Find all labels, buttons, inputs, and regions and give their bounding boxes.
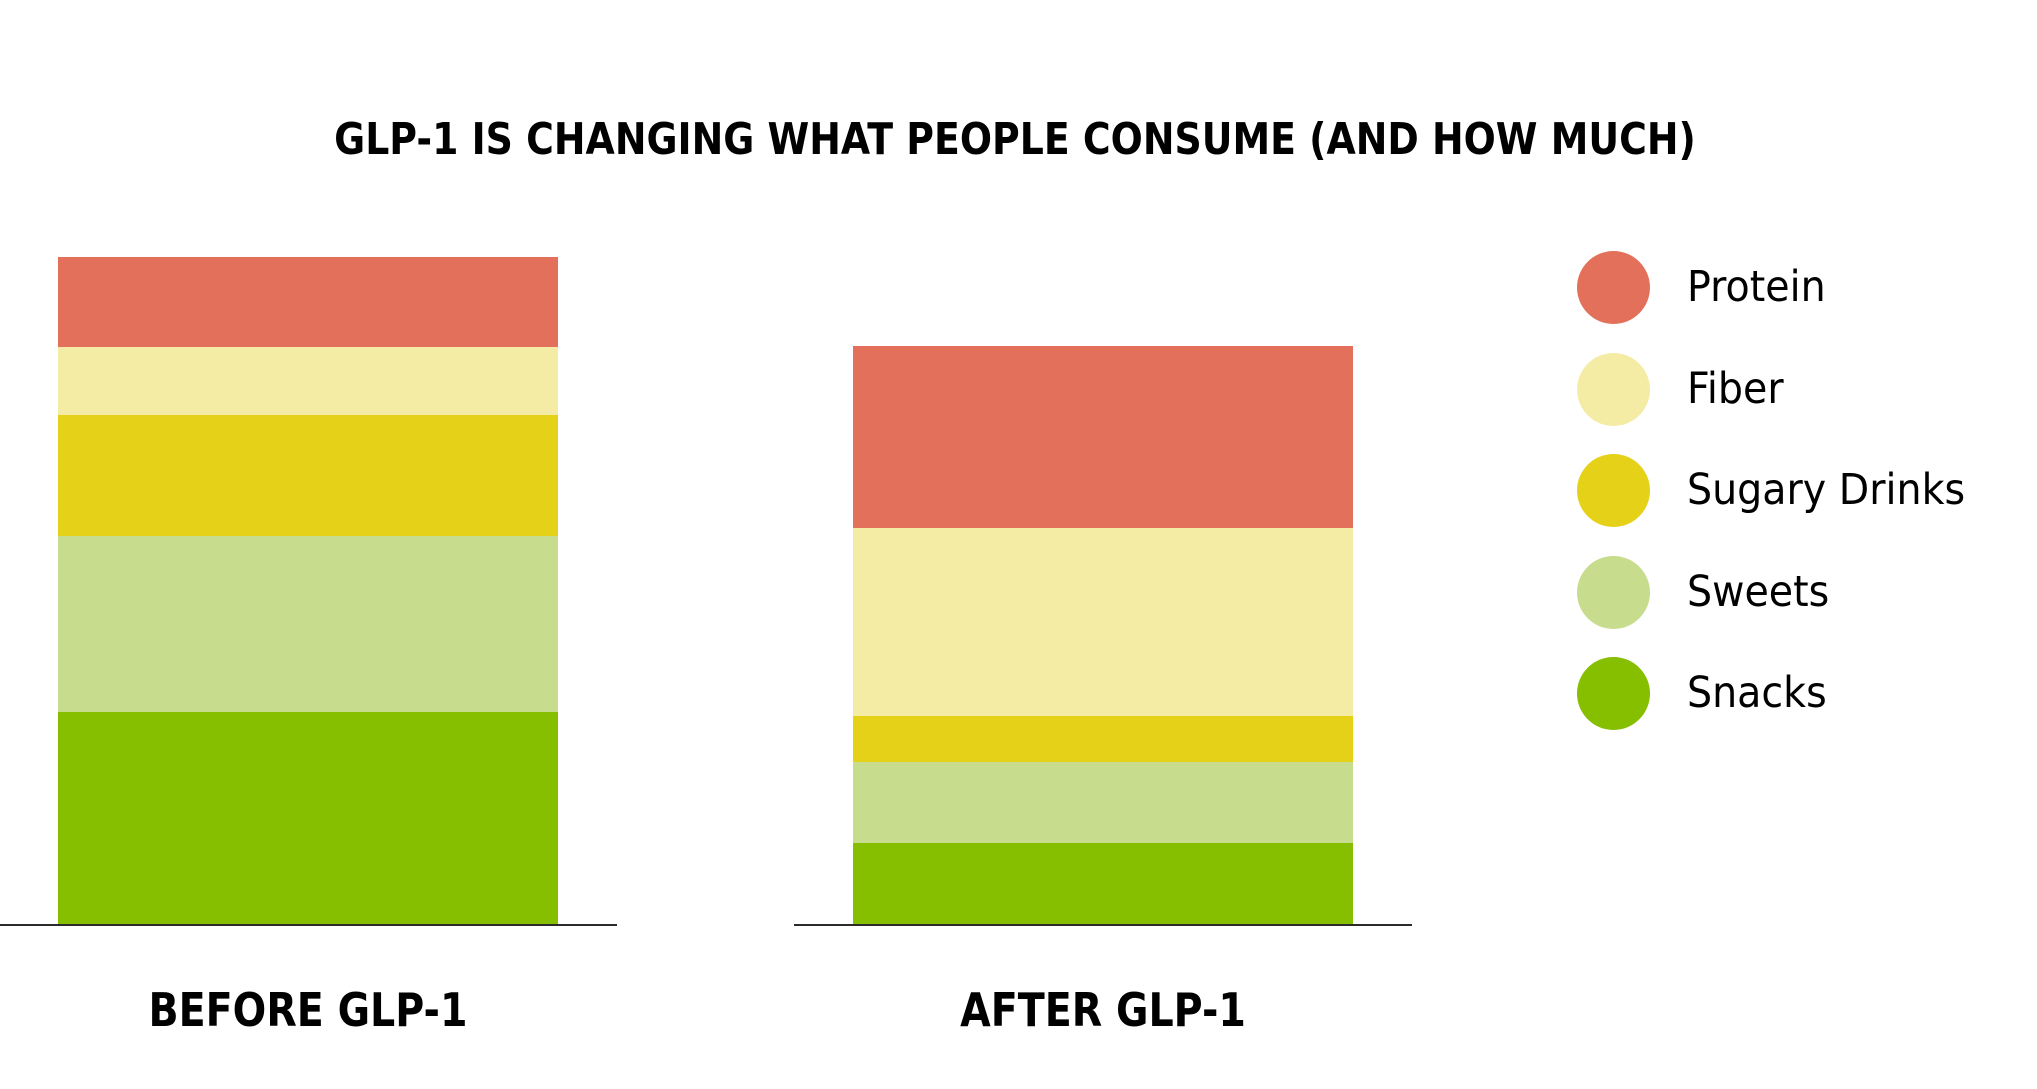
legend-label-sugary-drinks: Sugary Drinks (1687, 465, 1966, 515)
segment-protein-before (58, 257, 558, 347)
legend-swatch-fiber-icon (1577, 352, 1650, 426)
legend-swatch-snacks-icon (1577, 657, 1650, 730)
segment-sugary-drinks-after (853, 716, 1353, 762)
bar-after-glp1 (853, 346, 1353, 925)
legend-swatch-sweets-icon (1577, 555, 1650, 629)
baseline-before (0, 924, 617, 926)
legend-item-sweets: Sweets (1577, 555, 1989, 629)
legend-label-protein: Protein (1687, 262, 1826, 312)
legend-swatch-sugary-drinks-icon (1577, 454, 1650, 527)
legend-item-protein: Protein (1577, 251, 1989, 324)
legend-label-sweets: Sweets (1687, 566, 1830, 617)
segment-fiber-before (58, 347, 558, 415)
segment-protein-after (853, 346, 1353, 528)
legend-label-fiber: Fiber (1687, 363, 1784, 414)
segment-snacks-before (58, 712, 558, 925)
segment-sweets-before (58, 536, 558, 712)
segment-snacks-after (853, 843, 1353, 925)
legend-label-snacks: Snacks (1687, 668, 1827, 718)
category-label-after: AFTER GLP-1 (960, 983, 1246, 1037)
legend-swatch-protein-icon (1577, 251, 1650, 324)
segment-sweets-after (853, 762, 1353, 843)
legend-item-sugary-drinks: Sugary Drinks (1577, 454, 1989, 527)
baseline-after (794, 924, 1412, 926)
legend: Protein Fiber Sugary Drinks Sweets Snack… (1577, 251, 1989, 759)
bar-before-glp1 (58, 257, 558, 925)
segment-fiber-after (853, 528, 1353, 716)
category-label-before: BEFORE GLP-1 (148, 983, 468, 1037)
legend-item-snacks: Snacks (1577, 657, 1989, 730)
chart-title: GLP-1 IS CHANGING WHAT PEOPLE CONSUME (A… (334, 114, 1696, 165)
legend-item-fiber: Fiber (1577, 352, 1989, 426)
segment-sugary-drinks-before (58, 415, 558, 536)
